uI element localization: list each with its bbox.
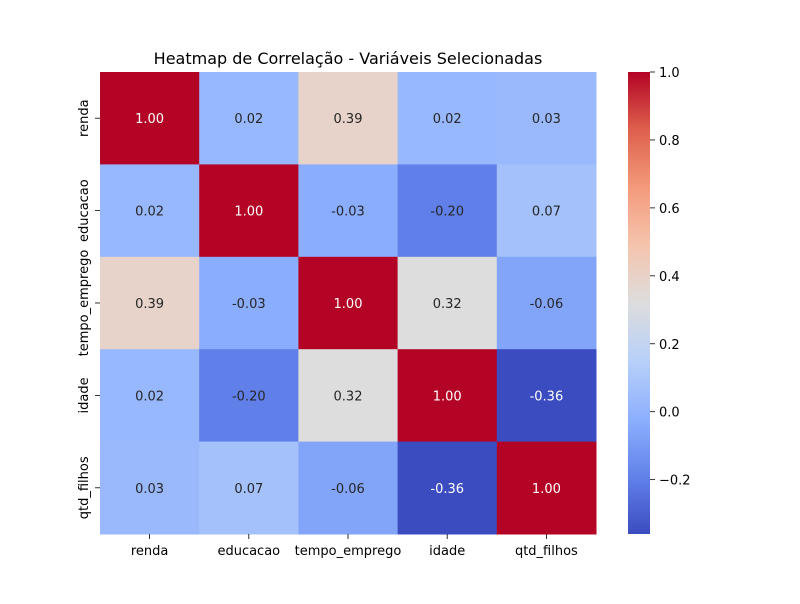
y-tick-label: educacao [77,179,92,242]
heatmap-cell [100,72,200,165]
colorbar-tick-label: 0.2 [659,338,680,353]
cell-value-label: 0.03 [135,482,164,497]
heatmap-cell [199,441,299,535]
cell-value-label: 1.00 [532,482,561,497]
heatmap-cell [100,441,200,535]
heatmap-cells [100,72,597,535]
heatmap-cell [496,349,597,443]
y-tick-label: renda [77,99,92,137]
heatmap-cell [100,349,200,443]
x-axis: renda educacao tempo_emprego idade qtd_filho… [131,534,578,559]
heatmap-cell [298,164,399,258]
cell-value-label: 0.07 [234,482,263,497]
heatmap-cell [298,72,399,165]
cell-value-label: -0.03 [331,205,365,220]
colorbar-tick-label: −0.2 [659,474,691,489]
heatmap-cell [199,164,299,258]
chart-title: Heatmap de Correlação - Variáveis Seleci… [154,49,543,68]
cell-value-label: -0.20 [232,389,266,404]
heatmap-cell [100,164,200,258]
heatmap-cell [100,256,200,350]
cell-value-label: 0.07 [532,205,561,220]
cell-value-label: 0.02 [234,112,263,127]
y-tick-label: tempo_emprego [77,250,92,357]
cell-value-label: 0.02 [433,112,462,127]
heatmap-cell [397,441,498,535]
cell-value-label: 1.00 [433,389,462,404]
x-tick-label: educacao [217,544,280,559]
x-tick-label: idade [429,544,465,559]
heatmap-cell [199,72,299,165]
cell-value-label: -0.36 [530,389,564,404]
cell-value-label: 1.00 [234,205,263,220]
colorbar-tick-label: 0.4 [659,270,680,285]
heatmap-cell [397,72,498,165]
heatmap-cell [298,349,399,443]
cell-value-label: 0.39 [334,112,363,127]
heatmap-cell [496,256,597,350]
heatmap-cell [199,256,299,350]
colorbar-tick-label: 1.0 [659,66,680,81]
x-tick-label: renda [131,544,169,559]
x-tick-label: tempo_emprego [295,544,402,559]
colorbar-tick-label: 0.0 [659,406,680,421]
heatmap-cell [496,164,597,258]
heatmap-cell [397,349,498,443]
cell-value-label: -0.06 [530,297,564,312]
colorbar-tick-label: 0.8 [659,134,680,149]
cell-value-label: 0.02 [135,205,164,220]
cell-value-label: -0.06 [331,482,365,497]
cell-value-label: 0.32 [433,297,462,312]
heatmap-cell [496,72,597,165]
cell-value-label: -0.20 [430,205,464,220]
colorbar-tick-label: 0.6 [659,202,680,217]
cell-value-label: -0.36 [430,482,464,497]
cell-value-label: 0.02 [135,389,164,404]
heatmap-cell [298,256,399,350]
cell-annotations: 1.00 0.02 0.39 0.02 0.03 0.02 1.00 -0.03 -0.20 0.… [135,112,563,497]
y-tick-label: idade [77,377,92,413]
cell-value-label: 1.00 [334,297,363,312]
heatmap-cell [496,441,597,535]
y-tick-label: qtd_filhos [77,456,92,519]
heatmap-cell [397,164,498,258]
cell-value-label: 1.00 [135,112,164,127]
colorbar-gradient [628,72,650,534]
cell-value-label: 0.39 [135,297,164,312]
x-tick-label: qtd_filhos [515,544,578,559]
heatmap-cell [298,441,399,535]
cell-value-label: -0.03 [232,297,266,312]
heatmap-cell [397,256,498,350]
cell-value-label: 0.03 [532,112,561,127]
cell-value-label: 0.32 [334,389,363,404]
colorbar: −0.2 0.0 0.2 0.4 0.6 0.8 1.0 [628,66,691,534]
heatmap-cell [199,349,299,443]
